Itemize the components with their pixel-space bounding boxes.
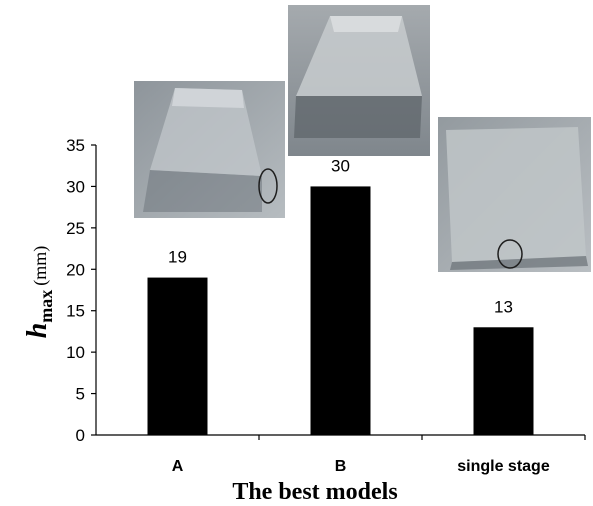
- svg-text:hmax(mm): hmax (mm): [22, 246, 56, 339]
- bar-value-label: 13: [494, 297, 513, 316]
- category-label: single stage: [457, 458, 550, 475]
- bar: [147, 277, 208, 435]
- category-label: B: [335, 458, 347, 475]
- y-tick-label: 15: [66, 302, 85, 321]
- bar-value-label: 30: [331, 156, 350, 175]
- x-axis-label: The best models: [232, 479, 397, 505]
- y-tick-label: 20: [66, 260, 85, 279]
- x-axis-ticks: [258, 435, 586, 440]
- y-axis-label-symbol: h: [22, 323, 53, 339]
- y-axis-label: hmax (mm): [22, 246, 56, 339]
- y-tick-label: 0: [76, 426, 85, 445]
- category-label: A: [172, 458, 184, 475]
- y-axis-label-unit: (mm): [30, 246, 51, 286]
- y-tick-label: 35: [66, 136, 85, 155]
- bar: [473, 327, 534, 435]
- y-axis-ticks: 0 5 10 15 20 25 30 35: [66, 136, 96, 445]
- y-tick-label: 5: [76, 385, 85, 404]
- y-tick-label: 25: [66, 219, 85, 238]
- bar: [310, 186, 371, 435]
- photo-model-b: [288, 5, 430, 156]
- y-axis-label-subscript: max: [36, 290, 56, 323]
- y-tick-label: 10: [66, 343, 85, 362]
- bar-value-label: 19: [168, 248, 187, 267]
- photo-single-stage: [438, 117, 591, 272]
- photo-model-a: [134, 81, 285, 218]
- bars: [147, 186, 534, 435]
- y-tick-label: 30: [66, 177, 85, 196]
- data-labels: 19 30 13: [168, 156, 513, 316]
